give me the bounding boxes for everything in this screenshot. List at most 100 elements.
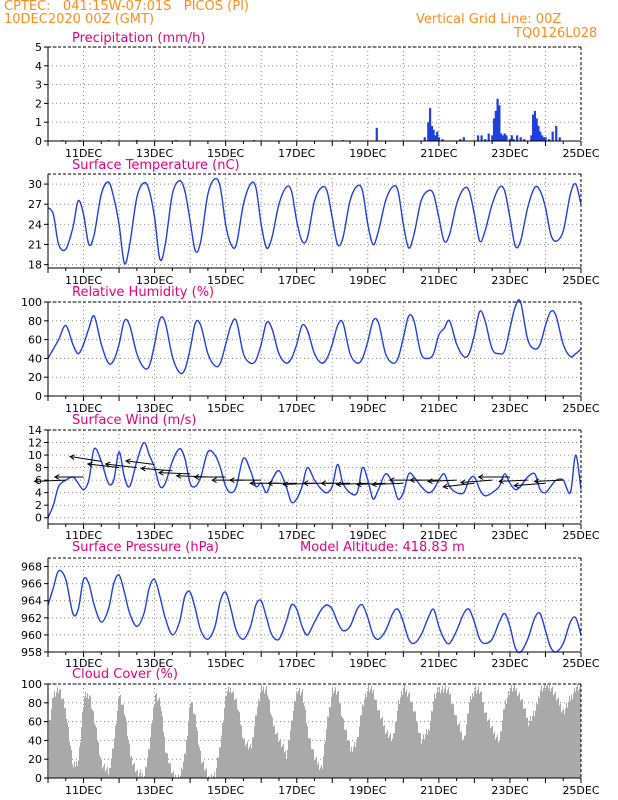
cloud-bar (522, 698, 523, 778)
cloud-bar (447, 690, 448, 778)
cloud-bar (258, 699, 259, 778)
cloud-bar (101, 759, 102, 778)
cloud-bar (386, 732, 387, 778)
wind-arrow-head (124, 458, 131, 465)
cloud-bar (450, 693, 451, 778)
wind-arrow-head (498, 478, 504, 484)
cloud-bar (555, 691, 556, 778)
cloud-bar (243, 739, 244, 778)
precip-bar (532, 114, 535, 141)
cloud-bar (330, 707, 331, 778)
cloud-bar (550, 691, 551, 778)
cloud-bar (146, 767, 147, 778)
cloud-bar (361, 715, 362, 778)
cloud-bar (60, 689, 61, 778)
cloud-bar (375, 699, 376, 778)
wind-arrow-head (335, 481, 342, 488)
cloud-bar (147, 757, 148, 778)
temp-title: Surface Temperature (nC) (72, 158, 240, 173)
cloud-bar (439, 686, 440, 778)
cloud-bar (539, 698, 540, 778)
cloud-bar (454, 714, 455, 778)
cloud-bar (253, 737, 254, 778)
cloud-bar (352, 751, 353, 778)
cloud-bar (269, 700, 270, 778)
cloud-bar (157, 701, 158, 778)
cloud-bar (160, 706, 161, 778)
cloud-bar (431, 710, 432, 778)
cloud-bar (120, 694, 121, 778)
temp-xtick-label: 13DEC (136, 274, 173, 287)
precip-bar (519, 137, 522, 141)
cloud-bar (97, 740, 98, 778)
cloud-bar (395, 722, 396, 778)
wind-arrow-head (104, 461, 111, 468)
cloud-bar (378, 710, 379, 778)
cloud-bar (202, 762, 203, 778)
cloud-bar (304, 706, 305, 778)
cloud-bar (486, 711, 487, 778)
cloud-bar (472, 693, 473, 778)
cloud-bar (113, 748, 114, 778)
cloud-bar (574, 687, 575, 778)
pres-ytick-label: 966 (21, 578, 42, 591)
cloud-bar (108, 774, 109, 778)
cloud-bar (151, 723, 152, 778)
cloud-bar (551, 688, 552, 778)
cloud-bar (334, 690, 335, 778)
cloud-bar (86, 697, 87, 778)
cloud-bar (282, 745, 283, 778)
precip-bar (491, 135, 494, 141)
cloud-bar (403, 688, 404, 778)
cloud-bar (412, 701, 413, 778)
cloud-bar (76, 761, 77, 778)
cloud-bar (417, 722, 418, 778)
precip-bar (375, 127, 378, 141)
cloud-bar (321, 764, 322, 778)
wind-xtick-label: 19DEC (349, 529, 386, 542)
cloud-bar (275, 734, 276, 778)
pres-xtick-label: 15DEC (207, 657, 244, 670)
cloud-bar (293, 710, 294, 778)
header-location: CPTEC: 041:15W-07:01S PICOS (PI) (4, 0, 249, 14)
wind-arrow (534, 479, 564, 482)
cloud-bar (404, 684, 405, 778)
pres-annotation: Model Altitude: 418.83 m (300, 540, 465, 555)
wind-arrow-head (513, 482, 520, 489)
cloud-bar (159, 697, 160, 778)
cloud-bar (50, 719, 51, 778)
cloud-bar (457, 725, 458, 778)
cloud-bar (278, 741, 279, 778)
cloud-bar (291, 720, 292, 778)
cloud-bar (384, 724, 385, 778)
rh-xtick-label: 13DEC (136, 402, 173, 415)
cloud-bar (316, 756, 317, 778)
cloud-bar (242, 737, 243, 778)
cloud-bar (552, 686, 553, 778)
cloud-bar (107, 766, 108, 778)
cloud-bar (218, 757, 219, 778)
cloud-bar (59, 689, 60, 778)
cloud-bar (516, 688, 517, 778)
cloud-bar (571, 694, 572, 778)
cloud-bar (543, 687, 544, 778)
cloud-bar (440, 693, 441, 778)
rh-ytick-label: 60 (28, 334, 42, 347)
cloud-bar (265, 689, 266, 778)
cloud-bar (277, 732, 278, 778)
precip-bar (487, 133, 490, 141)
cloud-bar (370, 688, 371, 778)
wind-arrow (70, 456, 102, 462)
cloud-bar (66, 718, 67, 778)
wind-arrow-head (228, 477, 235, 483)
cloud-bar (63, 698, 64, 778)
precip-bar (503, 133, 506, 141)
cloud-bar (474, 690, 475, 778)
cloud-bar (75, 766, 76, 778)
wind-arrow-head (477, 474, 484, 480)
cloud-bar (507, 697, 508, 778)
rh-ytick-label: 40 (28, 352, 42, 365)
cloud-bar (487, 721, 488, 778)
cloud-bar (249, 746, 250, 778)
cloud-bar (306, 723, 307, 778)
